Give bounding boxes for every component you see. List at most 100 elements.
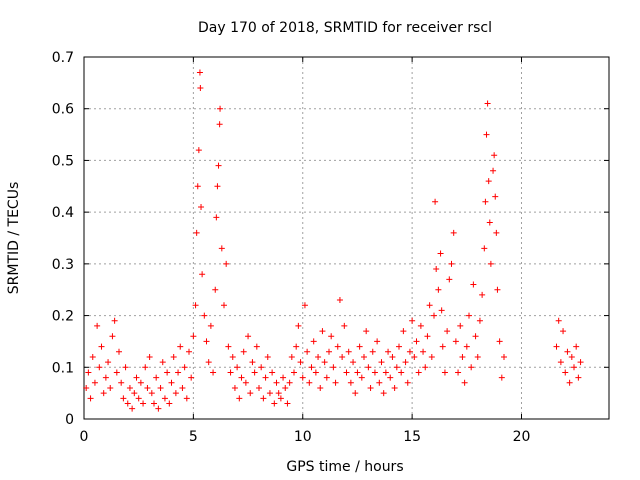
data-point — [231, 384, 238, 391]
data-point — [249, 359, 256, 366]
data-point — [562, 369, 569, 376]
data-point — [229, 353, 236, 360]
data-point — [183, 395, 190, 402]
data-point — [483, 131, 490, 138]
data-point — [472, 333, 479, 340]
data-point — [193, 229, 200, 236]
data-point — [203, 338, 210, 345]
data-point — [468, 364, 475, 371]
data-point — [87, 395, 94, 402]
data-point — [236, 395, 243, 402]
data-point — [417, 322, 424, 329]
y-tick-label: 0.2 — [52, 309, 74, 325]
data-point — [490, 167, 497, 174]
data-point — [140, 400, 147, 407]
data-point — [371, 369, 378, 376]
data-point — [170, 353, 177, 360]
data-point — [186, 348, 192, 355]
data-point — [225, 343, 232, 350]
data-point — [83, 384, 90, 391]
data-point — [438, 307, 445, 314]
data-point — [411, 353, 418, 360]
data-point — [501, 353, 507, 360]
data-point — [575, 374, 582, 381]
data-point — [210, 369, 217, 376]
data-point — [133, 374, 140, 381]
data-point — [277, 395, 284, 402]
data-point — [332, 379, 339, 386]
data-point — [493, 229, 500, 236]
data-point — [251, 369, 258, 376]
data-point — [124, 400, 131, 407]
data-point — [85, 369, 92, 376]
data-point — [238, 374, 245, 381]
plot-frame — [83, 56, 610, 420]
data-point — [328, 333, 335, 340]
data-point — [363, 328, 370, 335]
data-point — [164, 369, 171, 376]
data-point — [197, 85, 204, 92]
data-point — [109, 333, 116, 340]
data-point — [291, 369, 297, 376]
data-point — [474, 353, 481, 360]
x-tick-label: 0 — [80, 429, 89, 445]
data-point — [199, 271, 206, 278]
data-point — [444, 328, 451, 335]
data-point — [293, 343, 300, 350]
data-point — [213, 214, 220, 221]
data-point — [350, 359, 357, 366]
data-point — [142, 364, 149, 371]
data-point — [102, 374, 109, 381]
data-point — [161, 395, 168, 402]
data-point — [358, 374, 365, 381]
data-points — [83, 69, 584, 412]
data-point — [382, 369, 389, 376]
data-point — [135, 395, 142, 402]
data-point — [266, 390, 273, 397]
data-point — [91, 379, 98, 386]
data-point — [181, 364, 188, 371]
data-point — [369, 348, 376, 355]
y-tick-label: 0.1 — [52, 360, 74, 376]
data-point — [126, 384, 133, 391]
data-point — [557, 359, 564, 366]
data-point — [437, 250, 444, 257]
data-point — [400, 328, 407, 335]
data-point — [409, 317, 416, 324]
data-point — [131, 390, 138, 397]
data-point — [242, 379, 249, 386]
data-point — [398, 369, 405, 376]
data-point — [450, 229, 457, 236]
data-point — [424, 333, 431, 340]
data-point — [151, 400, 157, 407]
data-point — [295, 322, 302, 329]
data-point — [484, 100, 491, 107]
data-point — [188, 374, 195, 381]
x-tick-label: 10 — [294, 429, 312, 445]
axis-ticks: 0 0.1 0.2 0.3 0.4 0.5 0.6 0.7 0 5 10 15 20 — [52, 50, 609, 445]
gridlines — [84, 57, 609, 419]
data-point — [385, 348, 392, 355]
data-point — [378, 359, 385, 366]
data-point — [310, 338, 317, 345]
data-point — [190, 333, 197, 340]
data-point — [96, 364, 103, 371]
data-point — [336, 297, 343, 304]
data-point — [457, 322, 464, 329]
data-point — [179, 384, 186, 391]
data-point — [479, 291, 486, 298]
data-point — [455, 369, 462, 376]
data-point — [175, 369, 182, 376]
data-point — [269, 369, 276, 376]
data-point — [352, 390, 359, 397]
data-point — [273, 379, 280, 386]
data-point — [100, 390, 107, 397]
data-point — [356, 343, 363, 350]
data-point — [441, 369, 448, 376]
data-point — [262, 374, 269, 381]
data-point — [452, 338, 459, 345]
x-axis-label: GPS time / hours — [286, 459, 403, 475]
data-point — [113, 369, 120, 376]
y-axis-label: SRMTID / TECUs — [6, 182, 22, 295]
data-point — [284, 400, 291, 407]
